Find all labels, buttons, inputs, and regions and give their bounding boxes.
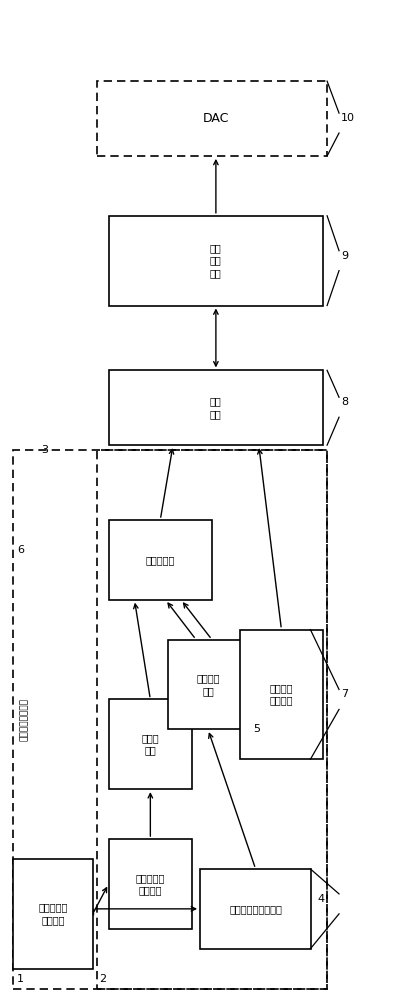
Bar — [13, 450, 327, 989]
Text: 2: 2 — [99, 974, 106, 984]
Text: 6: 6 — [17, 545, 24, 555]
Bar — [109, 370, 323, 445]
Bar — [97, 81, 327, 156]
Bar — [109, 839, 192, 929]
Text: 跳频载波生成单元: 跳频载波生成单元 — [20, 698, 29, 741]
Text: 相位偏移值计算模块: 相位偏移值计算模块 — [229, 904, 282, 914]
Text: 4: 4 — [317, 894, 324, 904]
Text: 速率
转换
模块: 速率 转换 模块 — [210, 243, 222, 278]
Text: 10: 10 — [341, 113, 355, 123]
Bar — [168, 640, 248, 729]
Text: 相位累
加器: 相位累 加器 — [142, 733, 159, 756]
Bar — [109, 520, 212, 600]
Bar — [97, 450, 327, 989]
Bar — [109, 699, 192, 789]
Text: 8: 8 — [341, 397, 348, 407]
Bar — [200, 869, 311, 949]
Bar — [13, 859, 93, 969]
Text: 7: 7 — [341, 689, 348, 699]
Text: 1: 1 — [17, 974, 24, 984]
Text: 相位控制字
生成模块: 相位控制字 生成模块 — [38, 903, 68, 925]
Text: 查找表模块: 查找表模块 — [146, 555, 175, 565]
Text: 5: 5 — [254, 724, 261, 734]
Text: 调制
模块: 调制 模块 — [210, 397, 222, 419]
Text: 相位偏移
模块: 相位偏移 模块 — [196, 673, 220, 696]
Text: DAC: DAC — [203, 112, 229, 125]
Text: 相位累加值
计算模块: 相位累加值 计算模块 — [136, 873, 165, 895]
Text: 3: 3 — [41, 445, 48, 455]
Text: 9: 9 — [341, 251, 348, 261]
Bar — [240, 630, 323, 759]
Text: 跳频信息
产生模块: 跳频信息 产生模块 — [270, 683, 293, 706]
Bar — [109, 216, 323, 306]
